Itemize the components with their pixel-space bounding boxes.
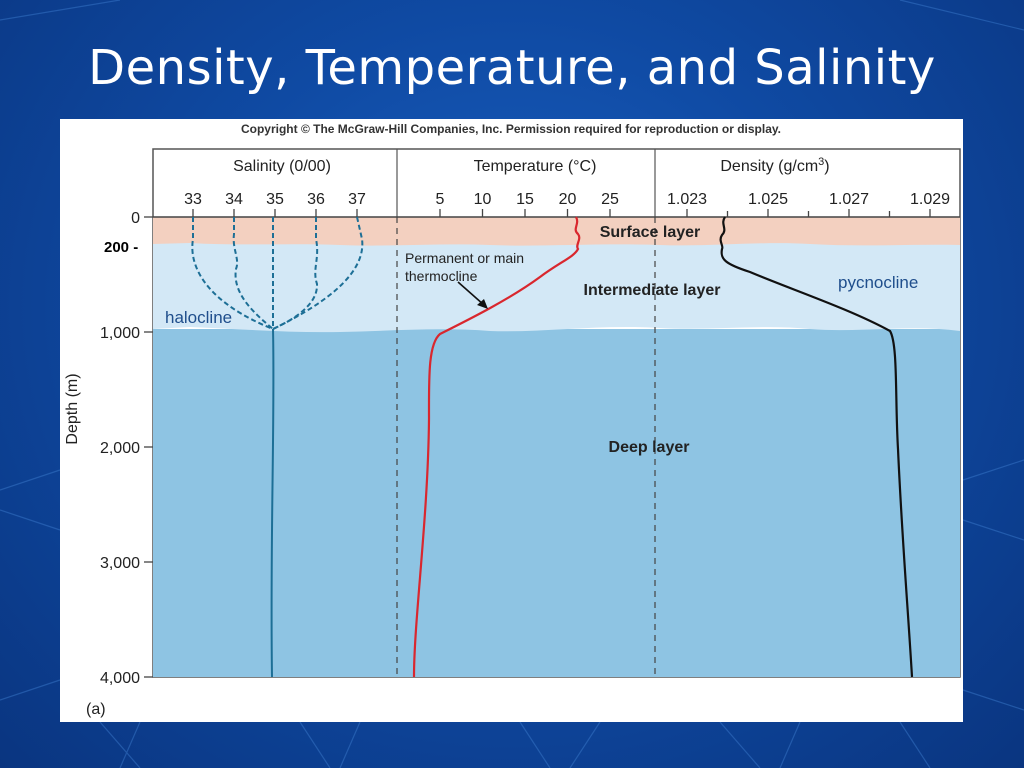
deep-layer-region (153, 329, 960, 677)
density-tick-label: 1.023 (667, 191, 707, 208)
salinity-tick-label: 37 (348, 191, 366, 208)
density-title-main: Density (g/cm (720, 158, 818, 175)
depth-tick-label: 0 (131, 210, 140, 227)
depth-axis-label: Depth (m) (64, 373, 81, 444)
temperature-title: Temperature (°C) (474, 158, 597, 175)
density-title-end: ) (824, 158, 829, 175)
thermocline-arrowhead (477, 299, 488, 309)
temperature-tick-label: 25 (601, 191, 619, 208)
depth-axis-ticks: 0 1,000 2,000 3,000 4,000 (100, 210, 153, 687)
temperature-curve (412, 216, 581, 678)
density-tick-label: 1.027 (829, 191, 869, 208)
salinity-tick-label: 33 (184, 191, 202, 208)
surface-layer-region (153, 217, 960, 246)
salinity-deep-curve (270, 328, 275, 678)
density-tick-label: 1.025 (748, 191, 788, 208)
depth-tick-label: 4,000 (100, 670, 140, 687)
salinity-tick-label: 35 (266, 191, 284, 208)
thermocline-label-line2: thermocline (405, 268, 478, 284)
thermocline-label-line1: Permanent or main (405, 250, 524, 266)
salinity-title: Salinity (0/00) (233, 158, 331, 175)
density-tick-label: 1.029 (910, 191, 950, 208)
salinity-curve-36 (272, 217, 319, 330)
salinity-axis-ticks: 33 34 35 36 37 (184, 191, 366, 217)
salinity-curves (191, 216, 364, 678)
density-axis-ticks: 1.023 1.025 1.027 1.029 (667, 191, 950, 217)
temperature-tick-label: 5 (436, 191, 445, 208)
temperature-tick-label: 15 (516, 191, 534, 208)
surface-layer-label: Surface layer (600, 224, 701, 241)
figure-svg: Copyright © The McGraw-Hill Companies, I… (64, 122, 961, 718)
pycnocline-label: pycnocline (838, 273, 919, 292)
depth-tick-label: 3,000 (100, 555, 140, 572)
density-title: Density (g/cm3) (720, 156, 829, 175)
halocline-label: halocline (165, 308, 233, 327)
copyright-text: Copyright © The McGraw-Hill Companies, I… (241, 122, 781, 136)
salinity-tick-label: 34 (225, 191, 243, 208)
depth-tick-label: 2,000 (100, 440, 140, 457)
ocean-profile-figure: Copyright © The McGraw-Hill Companies, I… (60, 119, 963, 722)
slide-title: Density, Temperature, and Salinity (88, 40, 936, 96)
deep-layer-label: Deep layer (609, 439, 690, 456)
depth-tick-label: 1,000 (100, 325, 140, 342)
thermocline-arrow (457, 281, 485, 306)
intermediate-layer-region (153, 242, 960, 333)
salinity-curve-33 (191, 217, 274, 330)
intermediate-layer-label: Intermediate layer (584, 282, 721, 299)
temperature-tick-label: 20 (559, 191, 577, 208)
density-curve (719, 216, 914, 678)
salinity-tick-label: 36 (307, 191, 325, 208)
salinity-curve-34 (232, 217, 274, 330)
temperature-axis-ticks: 5 10 15 20 25 (436, 191, 619, 217)
density-title-sup: 3 (818, 156, 824, 168)
salinity-curve-37 (272, 216, 364, 330)
panel-label: (a) (86, 701, 106, 718)
depth-200-label: 200 - (104, 239, 139, 256)
temperature-tick-label: 10 (474, 191, 492, 208)
